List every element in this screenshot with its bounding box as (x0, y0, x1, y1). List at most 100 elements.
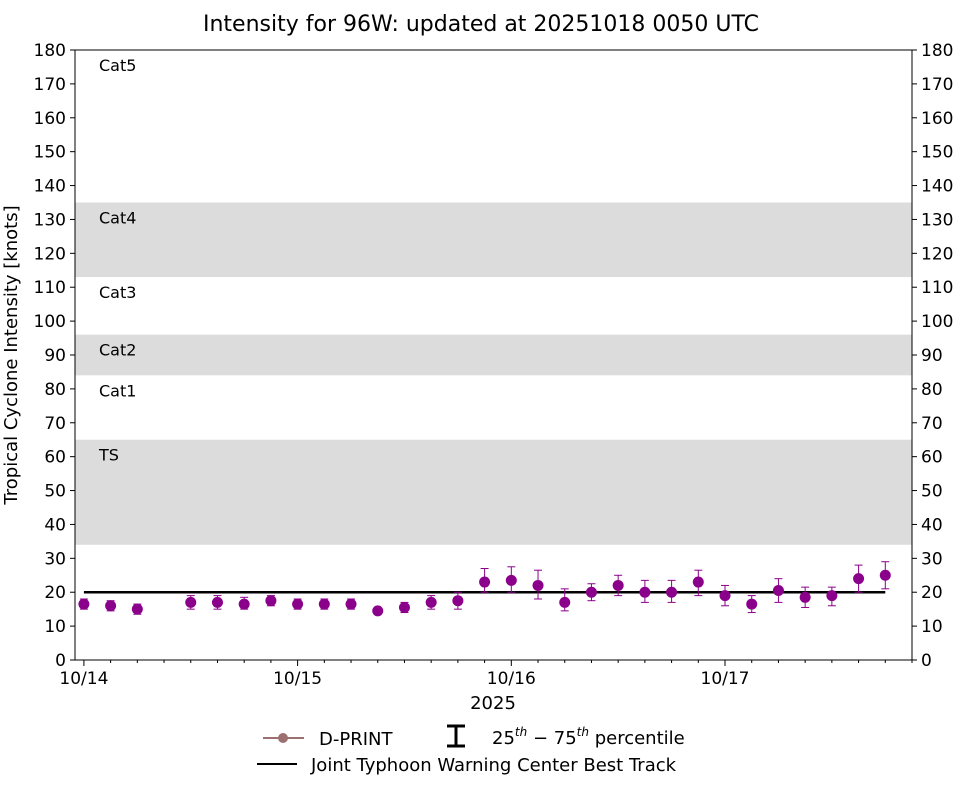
y-tick-label-right: 160 (921, 109, 953, 129)
dprint-marker (238, 598, 250, 610)
legend: D-PRINT 25th − 75th percentile Joint Typ… (257, 724, 685, 776)
y-tick-label-right: 80 (921, 380, 943, 400)
dprint-point (292, 598, 304, 610)
y-tick-label-left: 0 (55, 651, 66, 671)
y-tick-label-left: 170 (34, 75, 66, 95)
dprint-point (585, 583, 597, 602)
y-tick-label-left: 90 (44, 346, 66, 366)
dprint-marker (585, 586, 597, 598)
x-tick-label: 10/15 (273, 669, 322, 689)
y-tick-label-left: 180 (34, 41, 66, 61)
dprint-marker (799, 591, 811, 603)
dprint-marker (666, 586, 678, 598)
y-tick-label-right: 0 (921, 651, 932, 671)
dprint-point (452, 591, 464, 610)
dprint-point (131, 603, 143, 615)
dprint-marker (292, 598, 304, 610)
y-tick-label-right: 40 (921, 515, 943, 535)
y-tick-label-left: 80 (44, 380, 66, 400)
category-labels: TS Cat1 Cat2 Cat3 Cat4 Cat5 (98, 56, 136, 465)
dprint-point (318, 598, 330, 610)
dprint-marker (425, 596, 437, 608)
dprint-point (772, 578, 784, 603)
y-tick-label-right: 30 (921, 549, 943, 569)
y-tick-label-left: 30 (44, 549, 66, 569)
legend-dprint-marker (278, 733, 288, 743)
x-tick-label: 10/16 (487, 669, 536, 689)
dprint-marker (746, 598, 758, 610)
dprint-marker (559, 596, 571, 608)
y-tick-label-right: 90 (921, 346, 943, 366)
dprint-marker (318, 598, 330, 610)
legend-besttrack-label: Joint Typhoon Warning Center Best Track (310, 755, 677, 776)
dprint-marker (772, 585, 784, 597)
dprint-marker (826, 590, 838, 602)
x-axis-label: 2025 (470, 693, 516, 714)
dprint-marker (853, 573, 865, 585)
dprint-series (78, 561, 891, 617)
dprint-point (559, 588, 571, 612)
y-tick-label-right: 150 (921, 143, 953, 163)
y-tick-label-left: 160 (34, 109, 66, 129)
dprint-point (425, 595, 437, 610)
dprint-marker (692, 576, 704, 588)
y-tick-label-right: 50 (921, 482, 943, 502)
dprint-point (719, 584, 731, 607)
y-tick-label-left: 120 (34, 244, 66, 264)
category-label-cat2: Cat2 (99, 341, 136, 360)
y-tick-label-left: 50 (44, 482, 66, 502)
y-tick-label-left: 40 (44, 515, 66, 535)
y-tick-label-left: 60 (44, 448, 66, 468)
dprint-point (105, 600, 117, 612)
dprint-marker (452, 595, 464, 607)
y-tick-label-right: 10 (921, 617, 943, 637)
dprint-point (78, 598, 90, 610)
dprint-marker (719, 590, 731, 602)
dprint-point (612, 574, 624, 597)
y-tick-label-left: 130 (34, 210, 66, 230)
dprint-point (799, 586, 811, 608)
y-axis-right: 0 10 20 30 40 50 60 70 80 90 100 110 120 130 140 150 160… (912, 41, 953, 671)
y-tick-label-right: 120 (921, 244, 953, 264)
dprint-marker (105, 600, 117, 612)
band-cat2 (75, 334, 912, 376)
dprint-point (345, 598, 357, 610)
legend-dprint-label: D-PRINT (319, 729, 393, 750)
y-tick-label-left: 100 (34, 312, 66, 332)
x-axis: 10/14 10/15 10/16 10/17 (59, 660, 913, 689)
y-tick-label-left: 20 (44, 583, 66, 603)
y-tick-label-right: 170 (921, 75, 953, 95)
legend-percentile-icon (447, 724, 465, 748)
y-axis-label: Tropical Cyclone Intensity [knots] (1, 205, 22, 505)
dprint-point (211, 595, 223, 610)
dprint-point (879, 561, 891, 590)
y-tick-label-left: 150 (34, 143, 66, 163)
dprint-marker (265, 595, 277, 607)
y-tick-label-right: 100 (921, 312, 953, 332)
y-tick-label-right: 130 (921, 210, 953, 230)
dprint-marker (78, 598, 90, 610)
category-label-cat4: Cat4 (99, 209, 136, 228)
category-label-ts: TS (98, 446, 119, 465)
dprint-point (639, 579, 651, 603)
x-tick-label: 10/14 (59, 669, 108, 689)
dprint-point (746, 595, 758, 614)
y-tick-label-right: 60 (921, 448, 943, 468)
dprint-point (238, 596, 250, 610)
dprint-marker (131, 603, 143, 615)
y-tick-label-left: 110 (34, 278, 66, 298)
dprint-marker (479, 576, 491, 588)
dprint-point (532, 569, 544, 600)
category-label-cat5: Cat5 (99, 56, 136, 75)
dprint-point (479, 568, 491, 593)
x-tick-label: 10/17 (701, 669, 750, 689)
band-ts (75, 439, 912, 545)
dprint-marker (505, 574, 517, 586)
y-tick-label-left: 70 (44, 414, 66, 434)
y-tick-label-right: 110 (921, 278, 953, 298)
dprint-marker (532, 579, 544, 591)
y-tick-label-right: 140 (921, 177, 953, 197)
y-tick-label-left: 140 (34, 177, 66, 197)
band-cat4 (75, 202, 912, 278)
